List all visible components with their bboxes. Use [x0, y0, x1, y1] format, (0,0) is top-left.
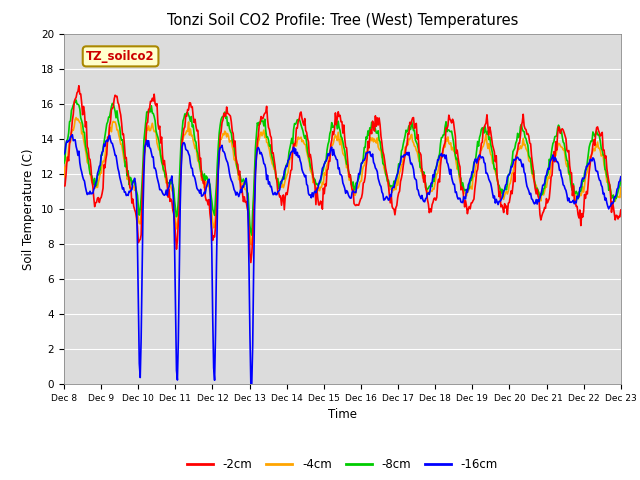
Legend: -2cm, -4cm, -8cm, -16cm: -2cm, -4cm, -8cm, -16cm: [182, 454, 502, 476]
Y-axis label: Soil Temperature (C): Soil Temperature (C): [22, 148, 35, 270]
Text: TZ_soilco2: TZ_soilco2: [86, 50, 155, 63]
X-axis label: Time: Time: [328, 408, 357, 421]
Title: Tonzi Soil CO2 Profile: Tree (West) Temperatures: Tonzi Soil CO2 Profile: Tree (West) Temp…: [166, 13, 518, 28]
